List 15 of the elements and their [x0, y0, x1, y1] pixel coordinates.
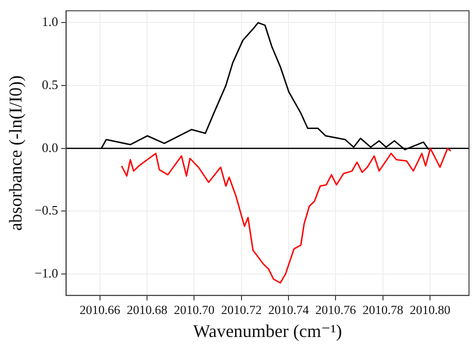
x-tick-label: 2010.70 [174, 303, 215, 318]
x-tick-label: 2010.68 [126, 303, 168, 318]
x-tick-label: 2010.80 [410, 303, 450, 318]
y-tick-label: 0.5 [42, 76, 58, 92]
y-tick-label: −0.5 [34, 202, 58, 218]
y-tick-label: 0.0 [42, 140, 58, 155]
x-tick-label: 2010.76 [315, 303, 356, 318]
y-tick-label: −1.0 [34, 265, 58, 280]
x-axis-title: Wavenumber (cm⁻¹) [193, 320, 342, 341]
x-tick-label: 2010.78 [362, 303, 404, 318]
x-tick-label: 2010.74 [268, 303, 310, 318]
y-axis-title: absorbance (-ln(I/I0)) [6, 75, 26, 231]
x-tick-label: 2010.66 [80, 303, 120, 318]
x-tick-label: 2010.72 [221, 303, 262, 318]
y-tick-label: 1.0 [42, 14, 58, 30]
